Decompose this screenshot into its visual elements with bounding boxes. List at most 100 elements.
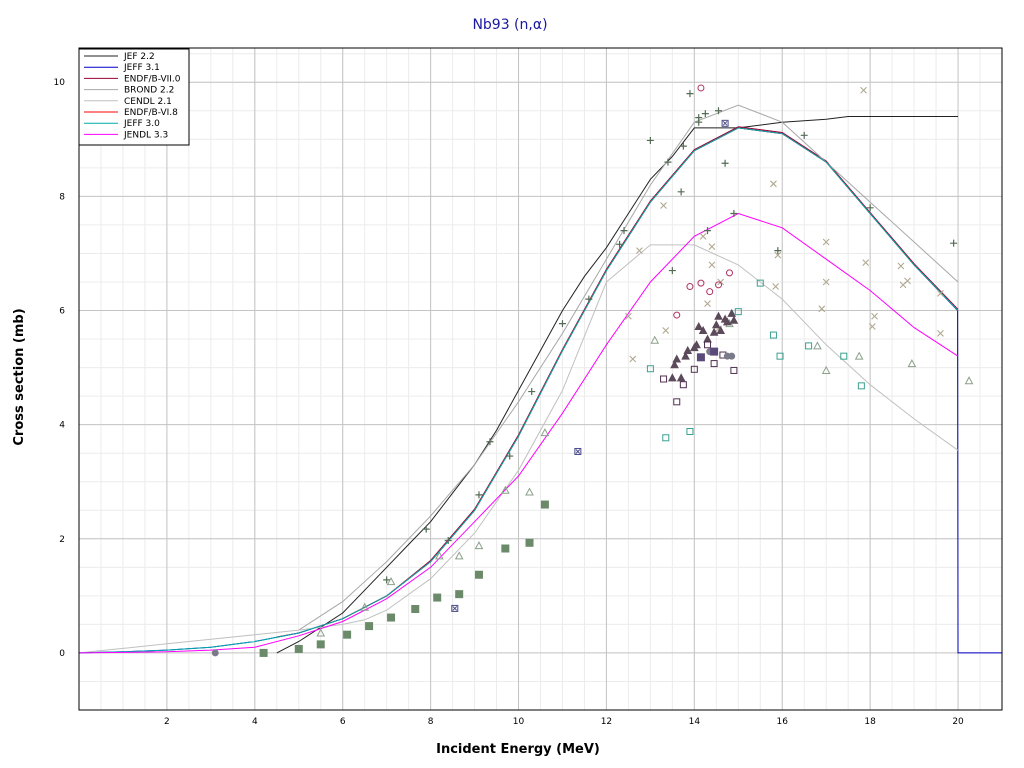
data-point-plus bbox=[866, 204, 874, 212]
data-point-square-filled bbox=[411, 604, 420, 613]
data-point-square-open-dark bbox=[673, 398, 681, 406]
x-tick-label: 18 bbox=[864, 717, 876, 727]
data-point-plus bbox=[774, 247, 782, 255]
y-tick-label: 8 bbox=[59, 192, 65, 202]
data-point-triangle-filled bbox=[683, 345, 693, 354]
x-tick-label: 10 bbox=[513, 717, 525, 727]
data-point-plus bbox=[730, 210, 738, 217]
data-point-plus bbox=[715, 107, 723, 115]
series-line-brond-2-2 bbox=[298, 104, 959, 631]
data-point-cross bbox=[660, 202, 667, 209]
legend-label: JENDL 3.3 bbox=[123, 130, 168, 140]
data-point-plus bbox=[686, 90, 694, 98]
data-point-plus bbox=[704, 227, 712, 235]
data-point-square-filled bbox=[525, 538, 534, 547]
data-point-plus bbox=[721, 159, 729, 167]
data-point-square-open-dark bbox=[704, 341, 712, 349]
data-point-circle-open-red bbox=[697, 84, 705, 92]
data-point-plus bbox=[422, 525, 430, 533]
data-point-cross bbox=[822, 238, 830, 246]
data-point-circle-open-red bbox=[697, 279, 705, 287]
x-tick-label: 8 bbox=[428, 717, 434, 727]
data-point-square-filled bbox=[316, 640, 325, 649]
tick-labels: 2 4 6 8 10 12 14 16 18 20 0 2 4 6 8 10 bbox=[54, 78, 965, 727]
y-tick-label: 0 bbox=[59, 649, 65, 659]
data-point-triangle-filled bbox=[672, 354, 682, 363]
data-point-plus bbox=[585, 295, 593, 303]
data-point-square-filled bbox=[365, 622, 374, 631]
data-point-triangle-filled bbox=[722, 317, 732, 326]
data-point-triangle-open bbox=[360, 602, 370, 611]
data-point-cross bbox=[717, 278, 725, 286]
data-point-triangle-filled bbox=[668, 373, 677, 382]
data-point-triangle-open bbox=[813, 341, 822, 350]
data-point-triangle-open bbox=[501, 485, 510, 494]
data-point-cross bbox=[774, 251, 782, 259]
data-point-cross bbox=[937, 329, 944, 337]
data-point-plus bbox=[668, 267, 676, 275]
x-axis-label: Incident Energy (MeV) bbox=[436, 742, 600, 757]
data-point-triangle-open bbox=[964, 376, 974, 385]
data-point-square-open-dark bbox=[660, 375, 668, 383]
data-point-square-filled bbox=[387, 613, 396, 622]
data-point-triangle-filled bbox=[694, 321, 704, 330]
data-point-cross bbox=[871, 312, 878, 320]
chart-title: Nb93 (n,α) bbox=[472, 17, 547, 33]
data-point-cross bbox=[625, 312, 632, 320]
legend-label: JEFF 3.1 bbox=[123, 63, 160, 73]
y-tick-label: 4 bbox=[59, 421, 65, 431]
data-point-square-filled-dark bbox=[696, 353, 705, 362]
data-point-circle-open-red bbox=[715, 281, 723, 289]
data-point-triangle-filled bbox=[729, 315, 739, 324]
x-tick-label: 12 bbox=[601, 717, 612, 727]
data-point-cross bbox=[868, 323, 876, 330]
data-point-triangle-filled bbox=[676, 373, 686, 382]
data-point-plus bbox=[506, 452, 514, 460]
legend-box bbox=[78, 48, 190, 146]
data-point-triangle-open bbox=[854, 351, 864, 360]
data-point-square-open-dark bbox=[730, 366, 738, 374]
data-point-triangle-filled bbox=[714, 311, 723, 320]
data-point-square-open-dark bbox=[679, 381, 687, 389]
data-point-triangle-open bbox=[650, 335, 660, 344]
data-point-square-x-cross bbox=[452, 606, 458, 611]
experimental-points bbox=[211, 84, 974, 657]
data-point-cross bbox=[818, 305, 826, 313]
data-point-cross bbox=[708, 243, 716, 250]
data-point-plus bbox=[679, 142, 687, 150]
data-point-cross bbox=[862, 259, 870, 266]
data-point-plus bbox=[616, 240, 624, 248]
data-point-triangle-filled bbox=[727, 308, 737, 317]
data-point-square-filled bbox=[501, 544, 510, 553]
data-point-cross bbox=[937, 290, 944, 297]
data-point-circle-open-red bbox=[706, 288, 714, 296]
data-point-square-open-teal bbox=[805, 342, 813, 350]
data-point-triangle-open bbox=[821, 365, 831, 374]
legend-label: ENDF/B-VII.0 bbox=[124, 74, 181, 84]
data-point-square-open-teal bbox=[646, 365, 654, 373]
y-tick-label: 6 bbox=[59, 307, 65, 317]
data-point-cross bbox=[636, 247, 643, 254]
data-point-circle-filled bbox=[211, 649, 219, 657]
data-point-plus bbox=[486, 438, 494, 446]
series-line-jendl-3-3 bbox=[78, 212, 959, 654]
data-point-cross bbox=[662, 327, 670, 334]
data-point-cross bbox=[904, 277, 911, 285]
data-point-triangle-filled bbox=[711, 320, 721, 329]
data-point-triangle-filled bbox=[692, 340, 701, 349]
data-point-square-open-teal bbox=[769, 331, 777, 339]
legend-label: BROND 2.2 bbox=[124, 86, 174, 96]
data-point-triangle-open bbox=[540, 428, 550, 437]
data-point-square-filled bbox=[259, 648, 268, 657]
data-point-plus bbox=[620, 227, 628, 235]
data-point-square-open-teal bbox=[662, 434, 670, 442]
data-point-square-filled-dark bbox=[710, 347, 719, 356]
data-point-triangle-open bbox=[316, 628, 326, 637]
data-point-cross bbox=[772, 283, 780, 290]
data-point-triangle-filled bbox=[681, 351, 690, 360]
data-point-plus bbox=[950, 239, 958, 247]
data-point-plus bbox=[677, 188, 685, 196]
x-tick-label: 6 bbox=[340, 717, 346, 727]
